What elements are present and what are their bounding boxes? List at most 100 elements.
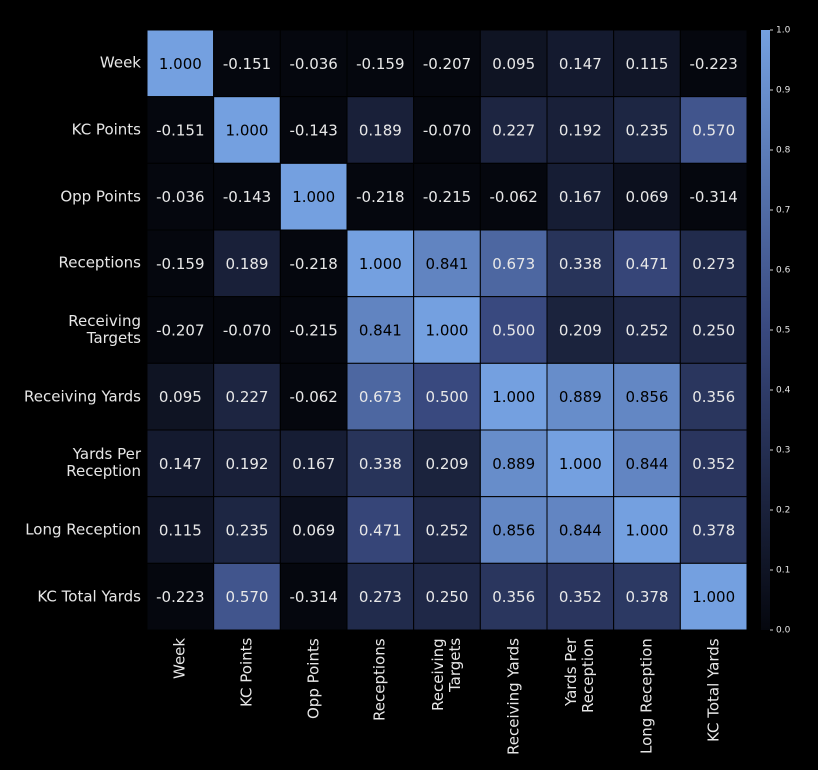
- colorbar-tick-label: 0.8: [776, 146, 791, 156]
- cell-label: 1.000: [426, 322, 469, 340]
- cell-label: -0.070: [423, 122, 471, 140]
- cell: [479, 362, 548, 431]
- cell: [546, 429, 615, 498]
- cell-label: 0.167: [559, 188, 602, 206]
- cell-label: 0.844: [626, 455, 669, 473]
- cell-label: -0.070: [223, 322, 271, 340]
- cell: [146, 162, 215, 231]
- cell-label: -0.062: [289, 388, 337, 406]
- cell-label: 0.209: [559, 322, 602, 340]
- cell: [346, 162, 415, 231]
- cell: [213, 296, 281, 364]
- cell-label: 0.095: [159, 388, 202, 406]
- cell-label: 0.189: [226, 255, 269, 273]
- cell-label: 0.147: [559, 55, 602, 73]
- cell: [279, 562, 348, 631]
- x-tick-label: Week: [170, 638, 189, 680]
- cell: [613, 362, 681, 431]
- cell: [346, 29, 415, 98]
- cell: [679, 496, 748, 564]
- colorbar-tick-label: 0.7: [776, 206, 790, 216]
- colorbar-tick-label: 0.5: [776, 326, 790, 336]
- cell-label: 0.673: [359, 388, 402, 406]
- cell-label: 0.250: [426, 588, 469, 606]
- cell: [679, 162, 748, 231]
- x-tick-label: KC Points: [237, 638, 256, 708]
- cell: [146, 229, 215, 298]
- cell: [679, 562, 748, 631]
- cell-label: -0.062: [489, 188, 537, 206]
- cell-label: 0.856: [626, 388, 669, 406]
- cell-label: 0.192: [226, 455, 269, 473]
- cell: [213, 29, 281, 98]
- cell-label: 1.000: [492, 388, 535, 406]
- cell: [413, 429, 481, 498]
- cell-label: 0.069: [292, 522, 335, 540]
- x-tick-label: Receiving Targets: [429, 638, 464, 711]
- cell: [546, 562, 615, 631]
- cell-label: 0.189: [359, 122, 402, 140]
- cell-label: -0.143: [289, 122, 337, 140]
- cell-label: 0.356: [692, 388, 735, 406]
- colorbar-tick-label: 0.6: [776, 266, 791, 276]
- cell: [413, 562, 481, 631]
- y-tick-label: Receiving Targets: [68, 312, 141, 347]
- colorbar-tick-label: 0.1: [776, 566, 790, 576]
- cell-label: 0.273: [692, 255, 735, 273]
- colorbar-tick-label: 0.2: [776, 506, 790, 516]
- cell: [479, 29, 548, 98]
- cell-label: 0.889: [492, 455, 535, 473]
- cell-label: -0.314: [289, 588, 337, 606]
- cell-label: -0.223: [156, 588, 204, 606]
- cell-label: 1.000: [292, 188, 335, 206]
- cell-label: -0.218: [356, 188, 404, 206]
- cell: [146, 496, 215, 564]
- cell-label: -0.223: [689, 55, 737, 73]
- cell: [146, 29, 215, 98]
- cell-label: 0.356: [492, 588, 535, 606]
- cell-label: 1.000: [559, 455, 602, 473]
- cell-label: 0.500: [426, 388, 469, 406]
- x-tick-label: Opp Points: [304, 638, 323, 719]
- cell-label: 1.000: [359, 255, 402, 273]
- y-tick-label: KC Points: [71, 120, 141, 139]
- cell: [146, 562, 215, 631]
- cell: [213, 429, 281, 498]
- cell: [346, 296, 415, 364]
- cell: [279, 162, 348, 231]
- cell-label: -0.215: [289, 322, 337, 340]
- cell-label: 0.841: [359, 322, 402, 340]
- cell-label: 0.673: [492, 255, 535, 273]
- cell-label: 0.227: [492, 122, 535, 140]
- cell: [546, 162, 615, 231]
- cell-label: -0.159: [356, 55, 404, 73]
- cell: [279, 296, 348, 364]
- cell: [679, 229, 748, 298]
- y-tick-label: Yards Per Reception: [66, 445, 141, 481]
- cell-label: -0.314: [689, 188, 737, 206]
- cell: [346, 362, 415, 431]
- cell-label: -0.215: [423, 188, 471, 206]
- colorbar-tick-label: 0.0: [776, 626, 791, 636]
- cell-label: -0.036: [289, 55, 337, 73]
- cell-label: 0.352: [559, 588, 602, 606]
- cell-label: -0.143: [223, 188, 271, 206]
- cell-label: 0.252: [626, 322, 669, 340]
- cell-label: 1.000: [226, 122, 269, 140]
- cell: [679, 296, 748, 364]
- cell-label: 0.856: [492, 522, 535, 540]
- cell: [146, 96, 215, 164]
- y-tick-label: Long Reception: [25, 520, 141, 539]
- cell-label: 0.378: [692, 522, 735, 540]
- cell: [279, 496, 348, 564]
- y-tick-label: Opp Points: [60, 187, 141, 206]
- cell: [479, 296, 548, 364]
- cell: [346, 229, 415, 298]
- cell: [613, 29, 681, 98]
- colorbar: [761, 30, 770, 630]
- cell: [346, 562, 415, 631]
- cell-label: 0.250: [692, 322, 735, 340]
- cell: [279, 362, 348, 431]
